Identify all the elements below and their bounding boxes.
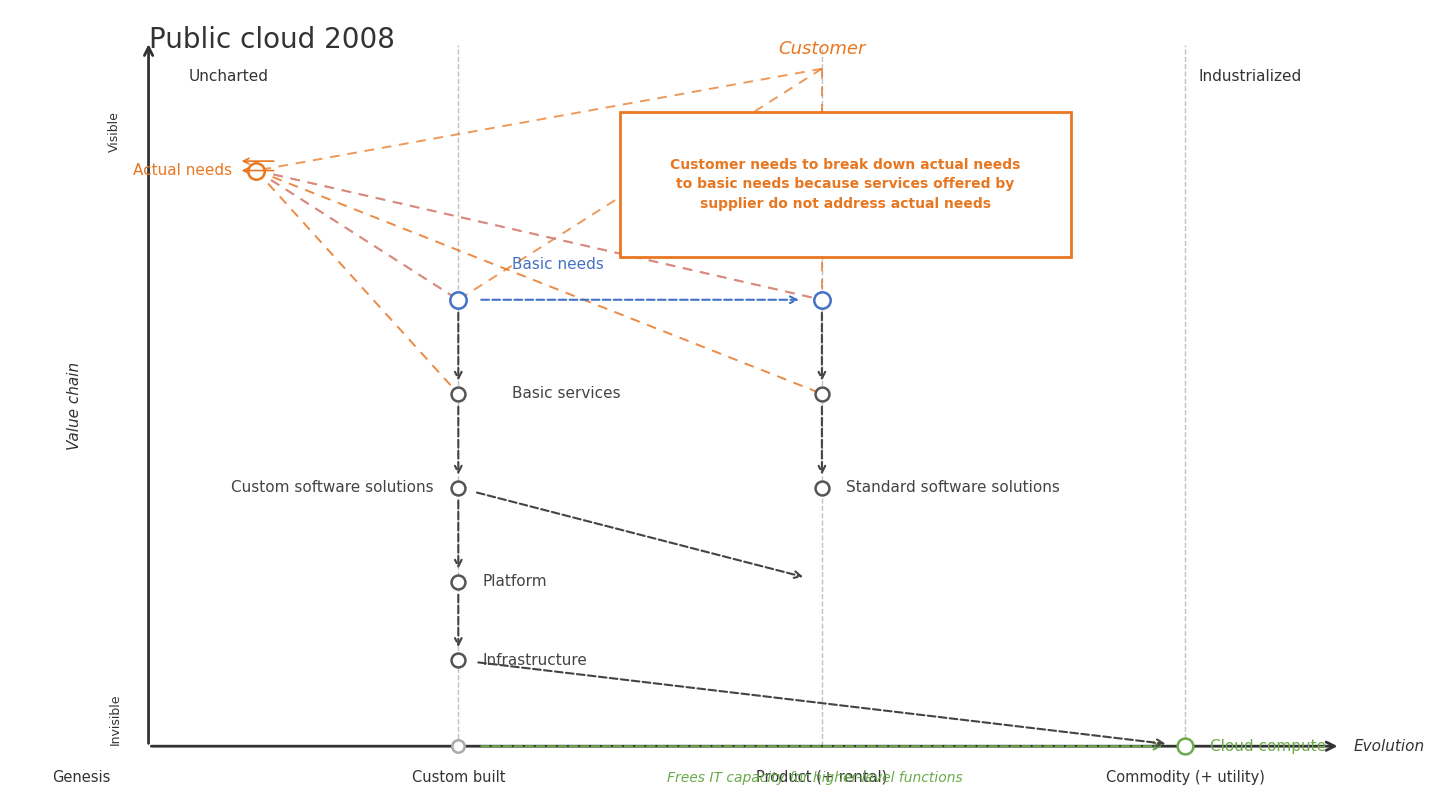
Point: [811, 481, 834, 494]
Point: [446, 388, 469, 401]
Text: Visible: Visible: [108, 111, 121, 152]
Text: Custom built: Custom built: [412, 770, 505, 785]
Point: [245, 164, 268, 177]
Point: [446, 294, 469, 307]
Point: [811, 388, 834, 401]
Text: Industrialized: Industrialized: [1200, 69, 1302, 84]
Point: [446, 654, 469, 667]
Text: Genesis: Genesis: [52, 770, 111, 785]
Text: Evolution: Evolution: [1354, 739, 1426, 753]
Text: Customer needs to break down actual needs
to basic needs because services offere: Customer needs to break down actual need…: [670, 158, 1021, 211]
Text: Custom software solutions: Custom software solutions: [232, 480, 433, 496]
Text: Value chain: Value chain: [68, 362, 82, 449]
Point: [446, 575, 469, 588]
Text: Frees IT capacity for higher-level functions: Frees IT capacity for higher-level funct…: [667, 770, 963, 784]
Text: Standard software solutions: Standard software solutions: [847, 480, 1060, 496]
Point: [1174, 740, 1197, 753]
Text: Infrastructure: Infrastructure: [482, 653, 588, 667]
Text: Product (+ rental): Product (+ rental): [756, 770, 887, 785]
Text: Customer: Customer: [778, 40, 865, 58]
Text: Platform: Platform: [482, 574, 547, 590]
Text: Uncharted: Uncharted: [189, 69, 269, 84]
Text: Invisible: Invisible: [108, 693, 121, 744]
Text: Public cloud 2008: Public cloud 2008: [148, 26, 395, 54]
Text: Cloud compute: Cloud compute: [1210, 739, 1326, 753]
Text: Basic services: Basic services: [511, 386, 621, 401]
Text: Commodity (+ utility): Commodity (+ utility): [1106, 770, 1264, 785]
Point: [446, 740, 469, 753]
Text: Actual needs: Actual needs: [132, 163, 232, 178]
Point: [446, 481, 469, 494]
FancyBboxPatch shape: [619, 112, 1071, 257]
Point: [811, 294, 834, 307]
Text: Basic needs: Basic needs: [511, 257, 603, 272]
